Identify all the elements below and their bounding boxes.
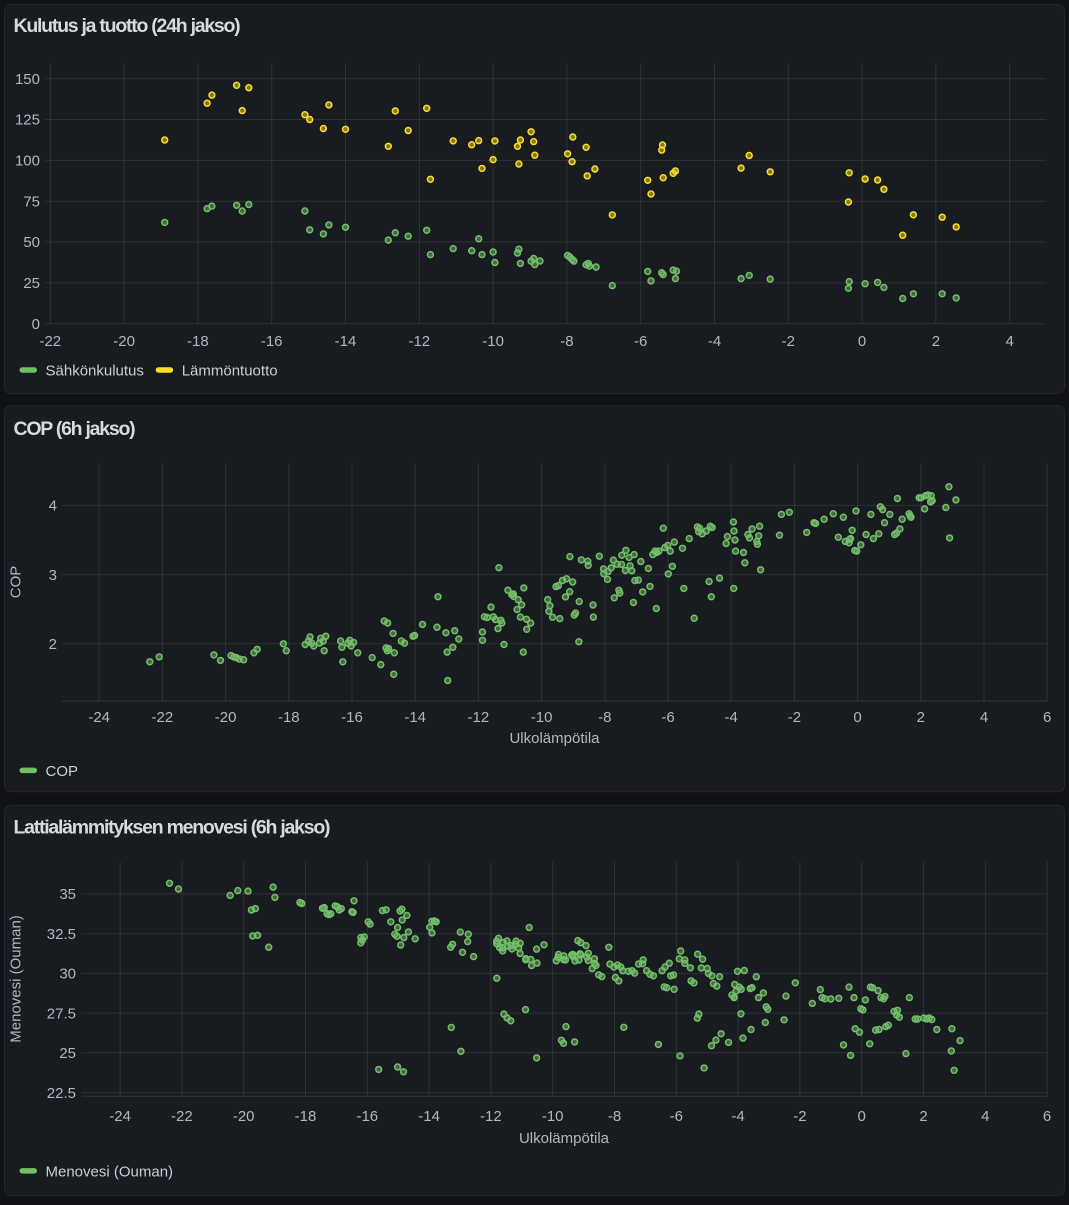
svg-text:-18: -18 xyxy=(187,333,209,350)
svg-text:22.5: 22.5 xyxy=(47,1085,76,1102)
svg-text:150: 150 xyxy=(15,71,40,88)
svg-text:-2: -2 xyxy=(788,709,801,726)
svg-text:-16: -16 xyxy=(261,333,283,350)
svg-text:Lattialämmityksen menovesi (6h: Lattialämmityksen menovesi (6h jakso) xyxy=(14,816,330,838)
svg-text:4: 4 xyxy=(49,498,57,515)
svg-text:4: 4 xyxy=(980,709,988,726)
svg-text:-12: -12 xyxy=(480,1108,502,1125)
svg-text:25: 25 xyxy=(59,1045,76,1062)
svg-text:-16: -16 xyxy=(341,709,363,726)
svg-text:125: 125 xyxy=(15,112,40,129)
svg-text:-20: -20 xyxy=(233,1108,255,1125)
svg-text:-14: -14 xyxy=(404,709,426,726)
svg-text:-4: -4 xyxy=(708,333,721,350)
svg-text:6: 6 xyxy=(1043,709,1051,726)
svg-text:COP: COP xyxy=(7,566,24,599)
svg-text:-2: -2 xyxy=(782,333,795,350)
svg-text:-12: -12 xyxy=(408,333,430,350)
svg-text:35: 35 xyxy=(59,886,76,903)
svg-text:Sähkönkulutus: Sähkönkulutus xyxy=(46,363,144,380)
svg-text:Menovesi (Ouman): Menovesi (Ouman) xyxy=(7,915,24,1043)
svg-text:-18: -18 xyxy=(295,1108,317,1125)
svg-text:3: 3 xyxy=(49,567,57,584)
svg-text:-20: -20 xyxy=(113,333,135,350)
svg-text:2: 2 xyxy=(932,333,940,350)
svg-text:2: 2 xyxy=(49,636,57,653)
svg-text:-12: -12 xyxy=(468,709,490,726)
svg-text:-24: -24 xyxy=(88,709,110,726)
svg-text:0: 0 xyxy=(858,333,866,350)
svg-text:Kulutus ja tuotto (24h jakso): Kulutus ja tuotto (24h jakso) xyxy=(14,15,241,37)
svg-text:Ulkolämpötila: Ulkolämpötila xyxy=(509,730,600,747)
svg-text:-10: -10 xyxy=(531,709,553,726)
svg-text:-6: -6 xyxy=(670,1108,683,1125)
svg-text:30: 30 xyxy=(59,966,76,983)
svg-text:100: 100 xyxy=(15,153,40,170)
svg-text:25: 25 xyxy=(23,275,40,292)
svg-text:-18: -18 xyxy=(278,709,300,726)
svg-text:-8: -8 xyxy=(598,709,611,726)
svg-text:2: 2 xyxy=(919,1108,927,1125)
svg-text:-10: -10 xyxy=(482,333,504,350)
svg-text:0: 0 xyxy=(858,1108,866,1125)
svg-text:4: 4 xyxy=(1006,333,1014,350)
svg-text:0: 0 xyxy=(853,709,861,726)
svg-text:50: 50 xyxy=(23,234,40,251)
svg-text:4: 4 xyxy=(981,1108,989,1125)
svg-text:32.5: 32.5 xyxy=(47,926,76,943)
svg-text:6: 6 xyxy=(1043,1108,1051,1125)
svg-text:27.5: 27.5 xyxy=(47,1005,76,1022)
svg-text:-14: -14 xyxy=(335,333,357,350)
svg-text:Menovesi (Ouman): Menovesi (Ouman) xyxy=(46,1163,174,1180)
svg-text:2: 2 xyxy=(917,709,925,726)
svg-text:-20: -20 xyxy=(215,709,237,726)
svg-text:75: 75 xyxy=(23,193,40,210)
svg-text:-6: -6 xyxy=(661,709,674,726)
svg-text:-14: -14 xyxy=(418,1108,440,1125)
svg-text:-10: -10 xyxy=(542,1108,564,1125)
svg-text:COP: COP xyxy=(46,763,79,780)
svg-text:COP (6h jakso): COP (6h jakso) xyxy=(14,418,136,440)
svg-text:-24: -24 xyxy=(109,1108,131,1125)
svg-text:-2: -2 xyxy=(793,1108,806,1125)
svg-text:-8: -8 xyxy=(560,333,573,350)
svg-text:-16: -16 xyxy=(356,1108,378,1125)
svg-text:-4: -4 xyxy=(731,1108,744,1125)
svg-text:-22: -22 xyxy=(39,333,61,350)
svg-text:-4: -4 xyxy=(725,709,738,726)
svg-text:0: 0 xyxy=(32,316,40,333)
svg-text:-22: -22 xyxy=(152,709,174,726)
svg-text:Lämmöntuotto: Lämmöntuotto xyxy=(182,363,278,380)
svg-text:-6: -6 xyxy=(634,333,647,350)
svg-text:Ulkolämpötila: Ulkolämpötila xyxy=(519,1130,610,1147)
svg-text:-22: -22 xyxy=(171,1108,193,1125)
svg-text:-8: -8 xyxy=(608,1108,621,1125)
